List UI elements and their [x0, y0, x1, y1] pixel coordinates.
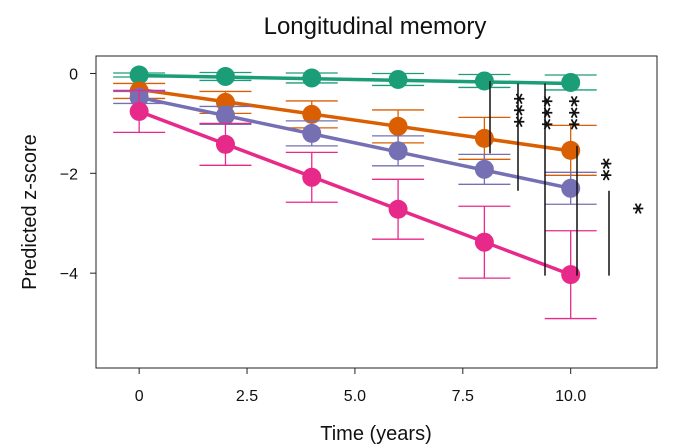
- significance-label: ***: [502, 93, 527, 128]
- data-point: [215, 92, 235, 112]
- series-3: [113, 87, 597, 205]
- data-point: [215, 105, 235, 125]
- series-layer: [113, 65, 597, 320]
- data-point: [474, 159, 494, 179]
- data-point: [561, 265, 581, 285]
- significance-label: ***: [530, 95, 555, 130]
- significance-label: *: [621, 203, 646, 215]
- fitted-line: [137, 73, 573, 86]
- significance-label: ***: [557, 95, 582, 130]
- data-point: [388, 141, 408, 161]
- data-point: [302, 167, 322, 187]
- y-axis-label: Predicted z-score: [19, 134, 41, 290]
- x-tick-label: 7.5: [452, 388, 474, 405]
- data-point: [302, 68, 322, 88]
- y-tick-label: −2: [60, 166, 78, 183]
- data-point: [215, 134, 235, 154]
- series-4: [113, 89, 597, 320]
- data-point: [129, 101, 149, 121]
- series-1: [113, 65, 597, 92]
- x-axis: 0 2.5 5.0 7.5 10.0: [135, 368, 586, 405]
- y-tick-label: −4: [60, 266, 78, 283]
- y-axis: 0 −2 −4: [60, 66, 96, 283]
- data-point: [474, 232, 494, 252]
- data-point: [388, 199, 408, 219]
- data-point: [129, 65, 149, 85]
- plot-area: [95, 55, 658, 369]
- data-point: [561, 72, 581, 92]
- data-point: [474, 71, 494, 91]
- x-tick-label: 5.0: [344, 388, 366, 405]
- y-tick-label: 0: [69, 66, 78, 83]
- significance-label: **: [589, 158, 614, 182]
- x-tick-label: 0: [135, 388, 144, 405]
- chart-title: Longitudinal memory: [264, 13, 487, 40]
- data-point: [474, 128, 494, 148]
- fitted-line: [137, 95, 573, 191]
- data-point: [561, 178, 581, 198]
- data-point: [302, 104, 322, 124]
- data-point: [302, 123, 322, 143]
- data-point: [215, 66, 235, 86]
- fitted-line: [137, 109, 573, 277]
- data-point: [388, 69, 408, 89]
- x-tick-label: 2.5: [236, 388, 258, 405]
- x-axis-label: Time (years): [320, 423, 431, 445]
- fitted-line: [137, 87, 573, 153]
- data-point: [388, 116, 408, 136]
- significance-layer: *** *** ******: [489, 80, 646, 276]
- x-tick-label: 10.0: [555, 388, 586, 405]
- data-point: [561, 140, 581, 160]
